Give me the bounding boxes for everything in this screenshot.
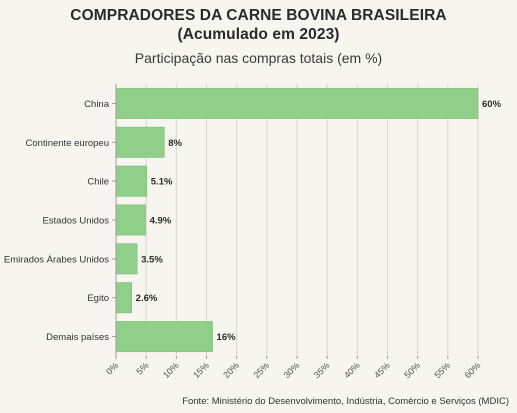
bar [115,243,138,275]
data-label: 5.1% [151,177,173,188]
x-tick-label: 0% [104,360,120,376]
x-tick-label: 30% [282,360,302,380]
data-label: 4.9% [150,216,172,227]
x-tick-label: 50% [402,360,422,380]
chart-title-line2: (Acumulado em 2023) [177,26,340,43]
x-tick-label: 20% [221,360,241,380]
x-tick-label: 10% [161,360,181,380]
category-label: Estados Unidos [42,216,109,227]
bar [115,126,165,158]
x-tick-label: 60% [463,360,483,380]
data-label: 60% [482,99,502,110]
x-tick-label: 35% [312,360,332,380]
category-label: Chile [87,177,109,188]
category-label: Demais países [46,332,109,343]
category-label: China [84,99,110,110]
x-tick-label: 45% [372,360,392,380]
bar [115,282,132,314]
bar [115,204,146,236]
category-label: Emirados Árabes Unidos [4,254,109,265]
x-tick-label: 25% [251,360,271,380]
category-label: Continente europeu [26,138,109,149]
bar [115,321,213,353]
data-label: 2.6% [136,293,158,304]
x-tick-label: 40% [342,360,362,380]
chart-subtitle: Participação nas compras totais (em %) [134,50,383,66]
data-label: 8% [168,138,182,149]
data-label: 3.5% [141,254,163,265]
x-tick-label: 55% [432,360,452,380]
bar [115,87,479,119]
category-label: Egito [87,293,109,304]
x-tick-label: 15% [191,360,211,380]
x-tick-label: 5% [134,360,150,376]
bar [115,165,148,197]
chart-title: COMPRADORES DA CARNE BOVINA BRASILEIRA [70,7,447,24]
source-note: Fonte: Ministério do Desenvolvimento, In… [182,396,509,407]
data-label: 16% [217,332,237,343]
